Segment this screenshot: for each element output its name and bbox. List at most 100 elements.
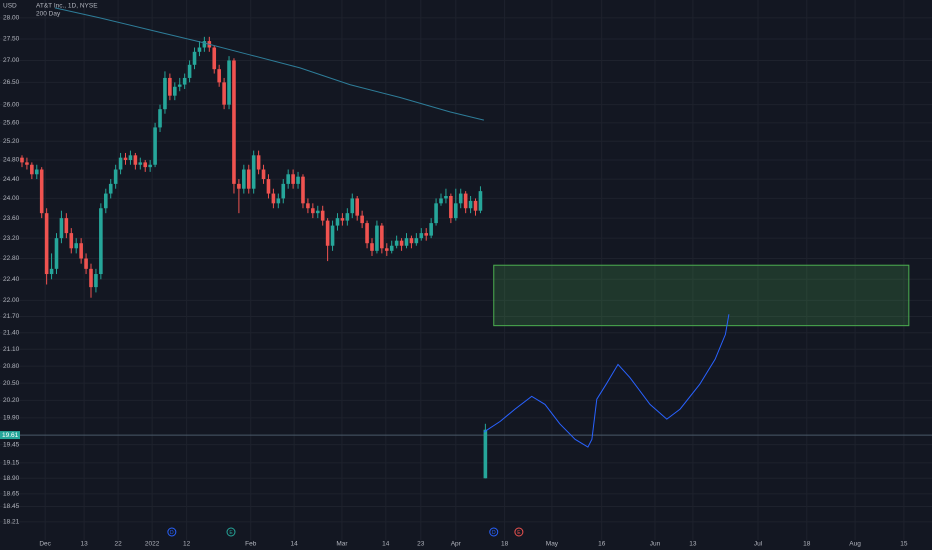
candle-body — [89, 268, 93, 288]
candle-body — [458, 193, 463, 204]
candle-body — [468, 200, 473, 209]
candle-body — [168, 77, 172, 96]
candle-body — [113, 169, 118, 184]
candle-body — [281, 183, 286, 199]
candle-body — [123, 157, 128, 161]
candle-body — [301, 176, 305, 204]
candle-body — [434, 203, 438, 224]
candle-body — [424, 233, 429, 236]
x-tick-label: Jul — [754, 541, 763, 548]
event-marker — [167, 527, 177, 537]
candle-body — [232, 60, 236, 184]
candle-body — [246, 169, 251, 189]
y-tick-label: 25.60 — [3, 120, 20, 127]
event-label: E — [517, 530, 521, 536]
currency: USD — [3, 3, 17, 10]
candle-body — [128, 155, 133, 161]
y-tick-label: 27.00 — [3, 57, 20, 64]
candle-body — [39, 169, 44, 214]
candle-body — [256, 155, 261, 170]
candle-body — [291, 174, 295, 184]
candle-body — [25, 162, 29, 165]
candle-body — [74, 243, 79, 249]
candle-body — [286, 174, 290, 184]
line-series — [483, 314, 730, 448]
x-tick-label: 23 — [417, 541, 425, 548]
y-tick-label: 23.20 — [3, 235, 20, 242]
candle-body — [103, 193, 108, 209]
candle-body — [375, 225, 379, 251]
y-tick-label: 19.90 — [3, 415, 20, 422]
candle-body — [399, 240, 404, 246]
candle-body — [453, 203, 458, 219]
x-tick-label: 14 — [290, 541, 298, 548]
candle-body — [389, 245, 394, 251]
candle-body — [315, 210, 320, 214]
y-tick-label: 26.50 — [3, 79, 20, 86]
x-tick-label: Aug — [849, 541, 861, 548]
y-tick-label: 19.15 — [3, 460, 20, 467]
candle-body — [133, 155, 138, 165]
candle-body — [138, 162, 143, 165]
candle-body — [242, 169, 246, 189]
candle-body — [449, 195, 453, 219]
candle-body — [59, 218, 64, 239]
x-tick-label: Mar — [336, 541, 348, 548]
candle-body — [340, 218, 345, 221]
x-tick-label: 12 — [183, 541, 191, 548]
candle-body — [143, 162, 148, 168]
plot — [0, 7, 932, 479]
candle-body — [473, 200, 478, 211]
candle-body — [380, 225, 384, 249]
candle-body — [182, 77, 187, 85]
candle-body — [108, 183, 113, 194]
candle-body — [478, 191, 483, 211]
candle-body — [30, 164, 34, 175]
y-tick-label: 28.00 — [3, 15, 20, 22]
x-tick-label: 13 — [689, 541, 697, 548]
x-tick-label: 14 — [382, 541, 390, 548]
axes: 28.00 27.50 27.00 26.50 26.00 25.60 25.20 24.80… — [0, 15, 908, 548]
candle-body — [20, 157, 24, 163]
y-tick-label: 18.45 — [3, 503, 20, 510]
candle-body — [212, 47, 217, 70]
x-tick-label: 22 — [114, 541, 122, 548]
candle-body — [345, 213, 350, 221]
y-tick-label: 20.80 — [3, 363, 20, 370]
candle-body — [94, 274, 98, 288]
event-label: E — [229, 530, 233, 536]
candle-body — [355, 198, 360, 216]
event-marker — [226, 527, 236, 537]
candle-body — [370, 243, 374, 251]
candle-body — [173, 86, 177, 96]
y-tick-label: 22.40 — [3, 276, 20, 283]
y-tick-label: 24.40 — [3, 176, 20, 183]
candle-body — [306, 203, 310, 209]
candle-body — [34, 169, 39, 175]
candle-body — [439, 198, 443, 204]
candle-body — [153, 127, 157, 165]
y-tick-label: 21.10 — [3, 346, 20, 353]
y-tick-label: 25.20 — [3, 138, 20, 145]
candle-body — [429, 223, 433, 236]
candle-body — [177, 84, 182, 87]
line-series — [54, 7, 485, 121]
candle-body — [222, 82, 226, 105]
y-tick-label: 18.65 — [3, 491, 20, 498]
x-tick-label: Dec — [39, 541, 51, 548]
candle-body — [64, 218, 69, 234]
y-tick-label: 21.40 — [3, 329, 20, 336]
candle-body — [360, 215, 364, 224]
x-tick-label: Jun — [650, 541, 661, 548]
candle-body — [311, 208, 315, 214]
candle-body — [266, 179, 271, 194]
candle-body — [271, 193, 276, 204]
candle-body — [483, 429, 488, 479]
event-label: D — [170, 530, 174, 536]
candle-body — [444, 195, 448, 199]
x-tick-label: 15 — [900, 541, 908, 548]
x-tick-label: 16 — [598, 541, 606, 548]
y-tick-label: 18.90 — [3, 475, 20, 482]
